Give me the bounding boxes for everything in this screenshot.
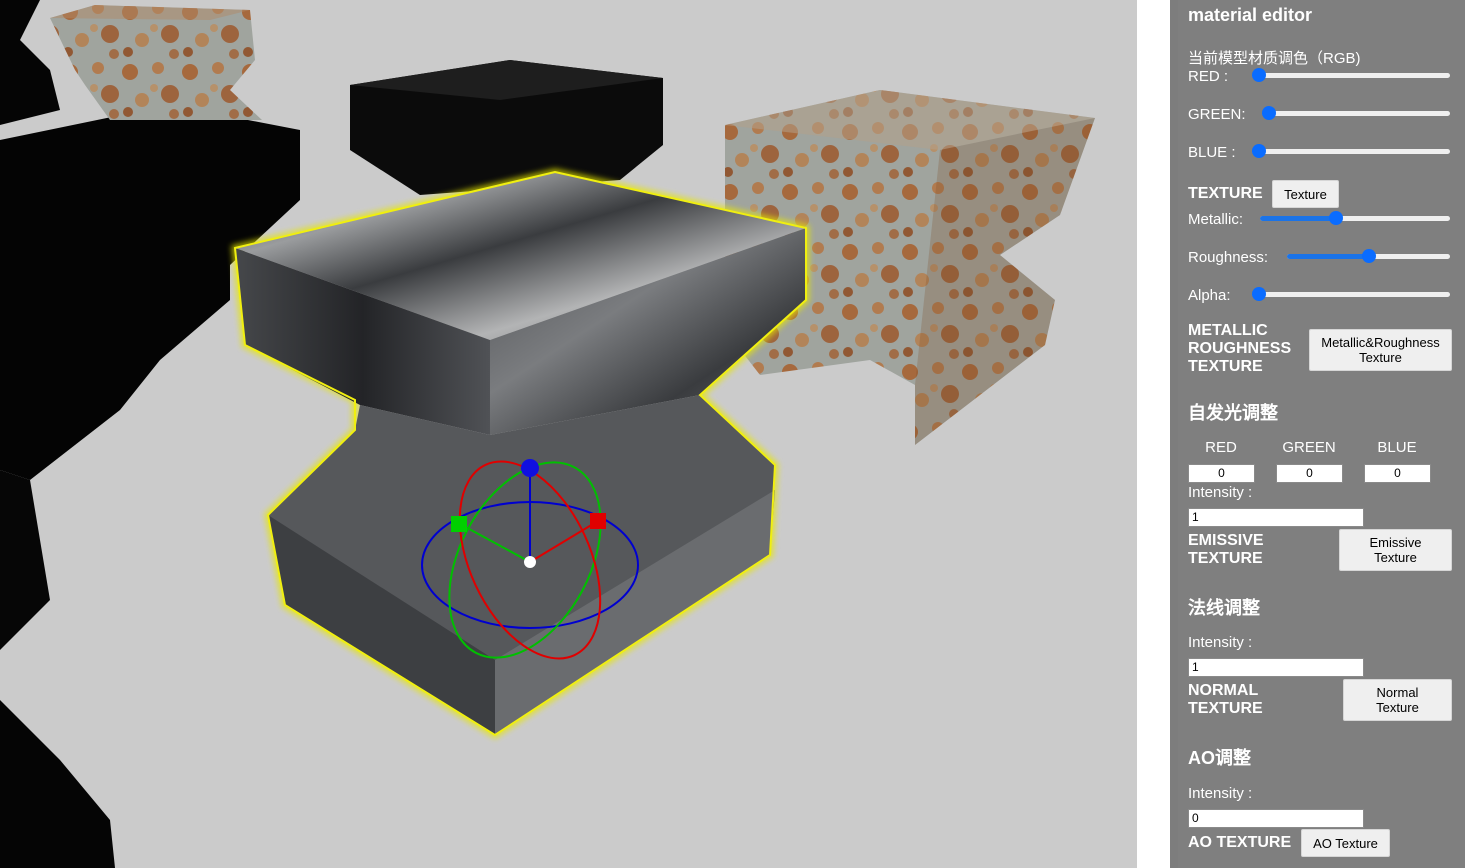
emissive-col-green: GREEN xyxy=(1282,439,1336,456)
black-block-top-center xyxy=(350,60,663,195)
normal-texture-button[interactable]: Normal Texture xyxy=(1343,679,1452,721)
emissive-texture-button[interactable]: Emissive Texture xyxy=(1339,529,1452,571)
ao-intensity-input[interactable]: 0 xyxy=(1188,809,1364,828)
ao-heading: AO调整 xyxy=(1188,748,1251,768)
black-block-far-left xyxy=(0,0,300,868)
alpha-slider-thumb[interactable] xyxy=(1252,287,1266,301)
normal-heading: 法线调整 xyxy=(1188,598,1260,618)
blue-slider[interactable] xyxy=(1252,144,1450,158)
metallic-slider-fill xyxy=(1260,216,1336,221)
rgb-heading: 当前模型材质调色（RGB) xyxy=(1188,50,1361,67)
normal-intensity-label: Intensity : xyxy=(1188,634,1253,651)
emissive-intensity-label: Intensity : xyxy=(1188,484,1253,501)
metallic-slider[interactable] xyxy=(1260,211,1450,225)
roughness-slider[interactable] xyxy=(1287,249,1450,263)
roughness-slider-thumb[interactable] xyxy=(1361,249,1376,263)
red-slider-thumb[interactable] xyxy=(1252,68,1266,82)
gizmo-z-handle[interactable] xyxy=(521,459,539,477)
material-editor-panel: material editor 当前模型材质调色（RGB) RED : GREE… xyxy=(1178,0,1465,868)
3d-viewport[interactable] xyxy=(0,0,1137,868)
emissive-col-blue: BLUE xyxy=(1377,439,1417,456)
mr-texture-button[interactable]: Metallic&Roughness Texture xyxy=(1309,329,1452,371)
ao-texture-label: AO TEXTURE xyxy=(1188,834,1292,851)
panel-edge xyxy=(1170,0,1178,868)
gizmo-y-handle[interactable] xyxy=(451,516,467,532)
blue-label: BLUE : xyxy=(1188,144,1236,161)
mr-texture-label: METALLIC ROUGHNESS TEXTURE xyxy=(1188,322,1292,375)
emissive-col-red: RED xyxy=(1205,439,1237,456)
red-slider[interactable] xyxy=(1252,68,1450,82)
blue-slider-thumb[interactable] xyxy=(1252,144,1266,158)
gizmo-x-handle[interactable] xyxy=(590,513,606,529)
green-slider[interactable] xyxy=(1262,106,1450,120)
selected-marble-block[interactable] xyxy=(231,168,810,740)
roughness-slider-fill xyxy=(1287,254,1369,259)
ao-intensity-label: Intensity : xyxy=(1188,785,1253,802)
rusty-block-right xyxy=(725,90,1095,445)
emissive-red-input[interactable]: 0 xyxy=(1188,464,1255,483)
emissive-texture-label: EMISSIVE TEXTURE xyxy=(1188,532,1264,567)
green-slider-thumb[interactable] xyxy=(1262,106,1276,120)
panel-title: material editor xyxy=(1188,5,1313,25)
normal-intensity-input[interactable]: 1 xyxy=(1188,658,1364,677)
emissive-intensity-input[interactable]: 1 xyxy=(1188,508,1364,527)
transform-gizmo[interactable] xyxy=(418,437,639,683)
alpha-slider[interactable] xyxy=(1252,287,1450,301)
texture-label: TEXTURE xyxy=(1188,185,1263,202)
viewport-gap xyxy=(1137,0,1170,868)
metallic-slider-thumb[interactable] xyxy=(1329,211,1343,225)
emissive-blue-input[interactable]: 0 xyxy=(1364,464,1431,483)
red-label: RED : xyxy=(1188,68,1229,85)
green-label: GREEN: xyxy=(1188,106,1246,123)
rusty-block-top xyxy=(50,5,262,120)
ao-texture-button[interactable]: AO Texture xyxy=(1301,829,1390,857)
scene-canvas[interactable] xyxy=(0,0,1137,868)
emissive-green-input[interactable]: 0 xyxy=(1276,464,1343,483)
alpha-label: Alpha: xyxy=(1188,287,1231,304)
texture-button[interactable]: Texture xyxy=(1272,180,1339,208)
gizmo-center-handle[interactable] xyxy=(524,556,536,568)
emissive-heading: 自发光调整 xyxy=(1188,403,1278,423)
roughness-label: Roughness: xyxy=(1188,249,1269,266)
normal-texture-label: NORMAL TEXTURE xyxy=(1188,682,1263,717)
metallic-label: Metallic: xyxy=(1188,211,1244,228)
